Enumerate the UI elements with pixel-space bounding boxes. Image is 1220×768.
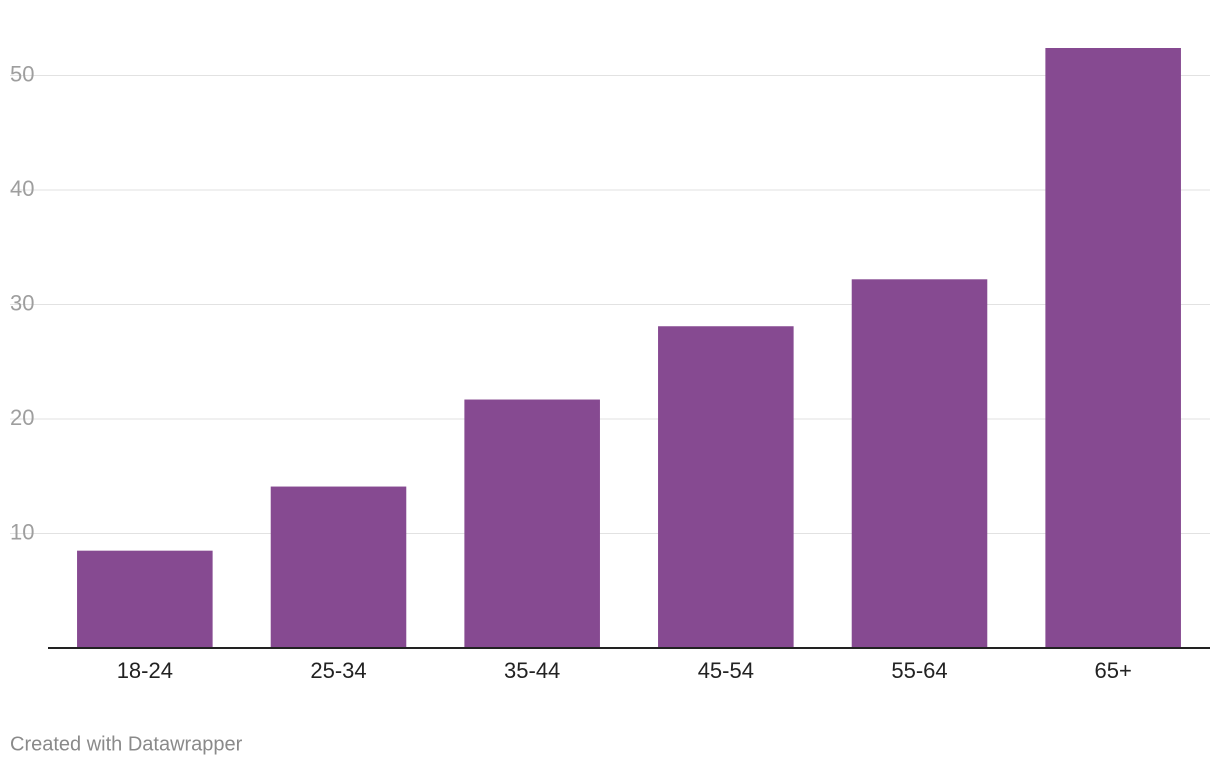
- credit: Created with Datawrapper: [10, 733, 243, 755]
- x-tick-label: 18-24: [117, 658, 173, 683]
- bar: [270, 486, 407, 648]
- x-tick-label: 45-54: [698, 658, 754, 683]
- x-tick-label: 65+: [1095, 658, 1132, 683]
- y-tick-label: 40: [10, 176, 34, 201]
- bar: [77, 550, 213, 648]
- y-tick-label: 50: [10, 61, 34, 86]
- bar: [464, 399, 600, 648]
- x-tick-label: 35-44: [504, 658, 560, 683]
- x-tick-label: 25-34: [310, 658, 366, 683]
- bar: [1045, 48, 1181, 648]
- x-tick-label: 55-64: [891, 658, 947, 683]
- bar: [851, 279, 988, 648]
- y-tick-label: 10: [10, 519, 34, 544]
- bar: [658, 326, 794, 648]
- y-tick-label: 30: [10, 290, 34, 315]
- y-tick-label: 20: [10, 405, 34, 430]
